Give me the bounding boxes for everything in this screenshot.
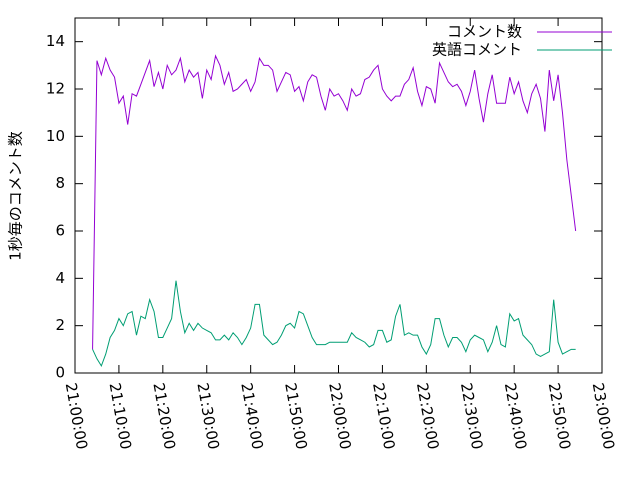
y-axis-label: 1秒毎のコメント数 (7, 131, 25, 261)
x-tick-label: 22:30:00 (457, 381, 486, 450)
y-tick-label: 2 (55, 316, 65, 334)
x-tick-label: 21:30:00 (193, 381, 222, 450)
y-tick-label: 12 (46, 80, 65, 98)
x-tick-label: 21:50:00 (281, 381, 310, 450)
x-tick-label: 21:40:00 (237, 381, 266, 450)
x-tick-label: 22:20:00 (413, 381, 442, 450)
y-tick-label: 14 (46, 32, 65, 50)
x-tick-label: 22:40:00 (501, 381, 530, 450)
y-tick-label: 0 (55, 364, 65, 382)
y-tick-label: 6 (55, 222, 65, 240)
x-tick-label: 21:10:00 (106, 381, 135, 450)
x-tick-label: 22:50:00 (545, 381, 574, 450)
series-line (92, 280, 576, 368)
x-tick-label: 22:10:00 (369, 381, 398, 450)
plot-frame (74, 17, 603, 374)
x-tick-label: 21:00:00 (62, 381, 91, 450)
legend-label: コメント数 (447, 23, 522, 41)
x-tick-label: 21:20:00 (149, 381, 178, 450)
x-tick-label: 22:00:00 (325, 381, 354, 450)
series-line (92, 54, 577, 350)
y-tick-label: 8 (55, 174, 65, 192)
x-tick-label: 23:00:00 (589, 381, 618, 450)
y-tick-label: 4 (55, 269, 65, 287)
y-tick-label: 10 (46, 127, 65, 145)
legend-label: 英語コメント (432, 41, 522, 59)
